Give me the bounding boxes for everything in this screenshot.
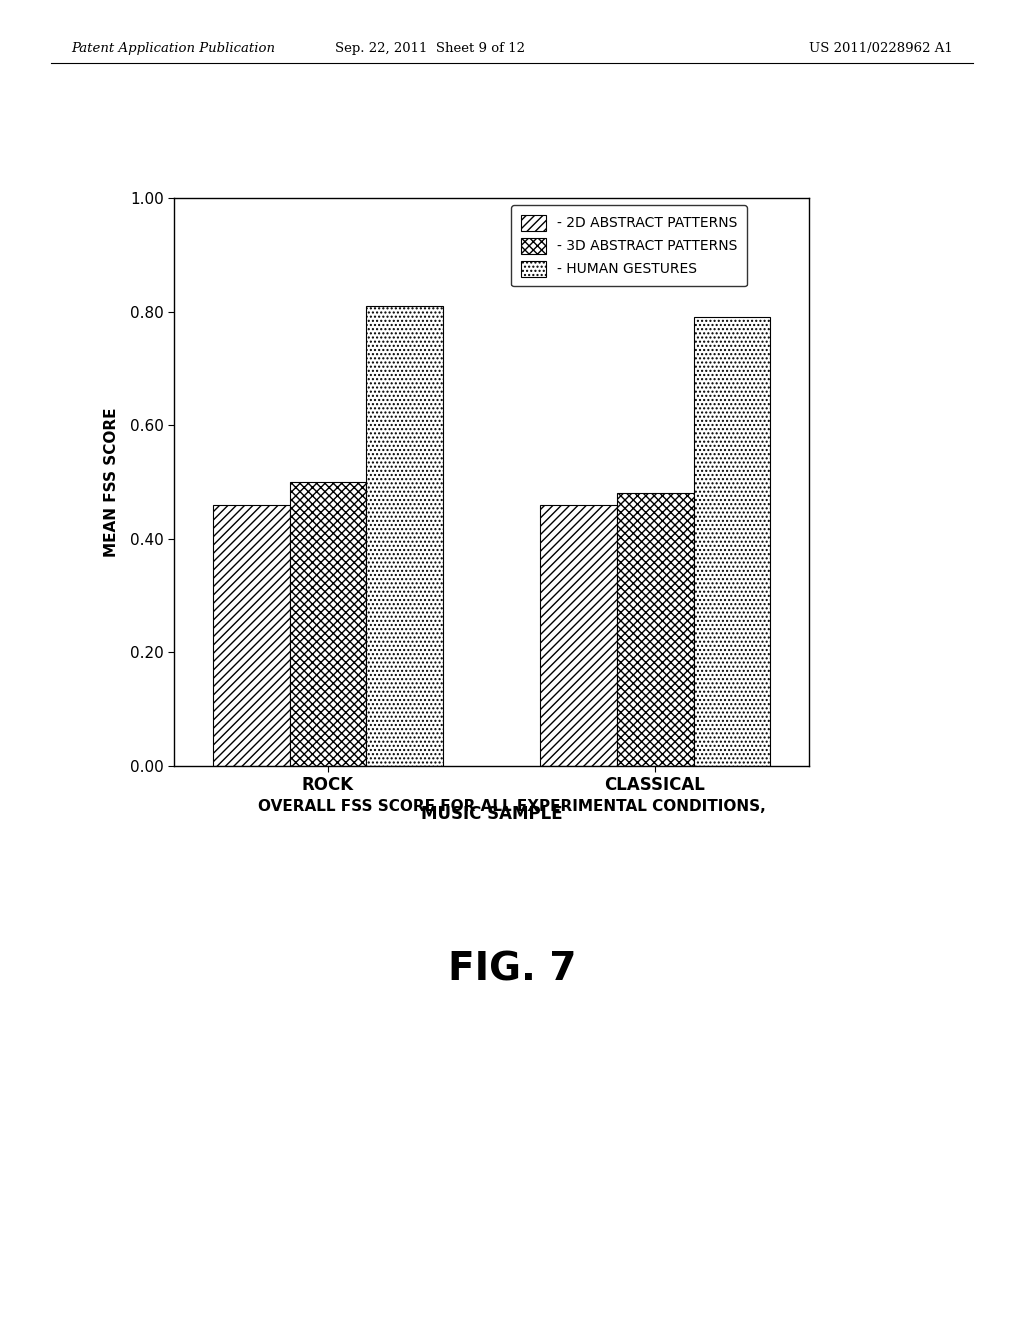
Bar	[367, 306, 443, 766]
Text: Patent Application Publication: Patent Application Publication	[72, 42, 275, 55]
Bar	[693, 317, 770, 766]
Text: FIG. 7: FIG. 7	[447, 950, 577, 989]
Bar	[616, 494, 693, 766]
Text: OVERALL FSS SCORE FOR ALL EXPERIMENTAL CONDITIONS,: OVERALL FSS SCORE FOR ALL EXPERIMENTAL C…	[258, 799, 766, 813]
Legend: - 2D ABSTRACT PATTERNS, - 3D ABSTRACT PATTERNS, - HUMAN GESTURES: - 2D ABSTRACT PATTERNS, - 3D ABSTRACT PA…	[511, 205, 748, 286]
Bar	[213, 504, 290, 766]
Bar	[540, 504, 616, 766]
Bar	[290, 482, 367, 766]
Text: Sep. 22, 2011  Sheet 9 of 12: Sep. 22, 2011 Sheet 9 of 12	[335, 42, 525, 55]
X-axis label: MUSIC SAMPLE: MUSIC SAMPLE	[421, 805, 562, 824]
Y-axis label: MEAN FSS SCORE: MEAN FSS SCORE	[103, 407, 119, 557]
Text: US 2011/0228962 A1: US 2011/0228962 A1	[809, 42, 952, 55]
